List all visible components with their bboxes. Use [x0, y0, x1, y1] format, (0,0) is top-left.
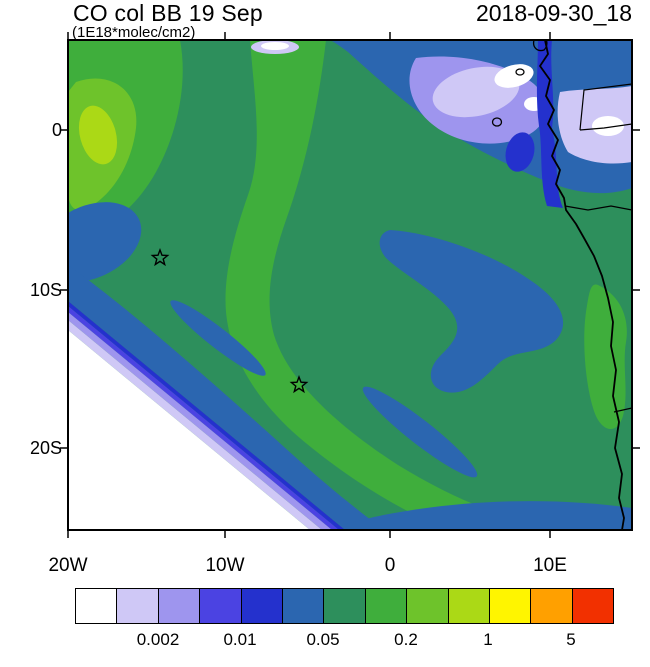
contour-map — [60, 32, 640, 538]
contour-central-blue-hook — [379, 230, 564, 393]
colorbar-label-1: 1 — [483, 630, 493, 649]
contour-fill-layers — [68, 40, 632, 530]
colorbar-swatch — [241, 589, 283, 623]
colorbar-label-5: 5 — [566, 630, 576, 649]
xtick-label-10e: 10E — [533, 555, 567, 576]
island-principe — [515, 68, 525, 76]
border-cameroon-gabon-2 — [579, 123, 632, 131]
colorbar-swatch — [158, 589, 201, 623]
contour-blue-streak-1 — [362, 386, 478, 478]
contour-nw-yellowgreen-core — [78, 105, 118, 165]
colorbar-swatch — [489, 589, 532, 623]
contour-inland-white — [592, 116, 624, 136]
star-marker-1 — [150, 248, 170, 267]
colorbar-label-02: 0.2 — [394, 630, 418, 649]
plot-units-subtitle: (1E18*molec/cm2) — [72, 24, 196, 41]
contour-top-sliver-white — [261, 42, 289, 50]
colorbar-swatch — [282, 589, 325, 623]
star-marker-2 — [289, 375, 309, 394]
colorbar-swatch — [407, 589, 449, 623]
plot-frame — [67, 39, 633, 531]
contour-stripe-blue — [68, 306, 339, 530]
contour-stripe-lavender — [68, 320, 322, 530]
contour-clean-wedge-white — [68, 330, 310, 530]
colorbar-swatch — [365, 589, 408, 623]
colorbar-label-0002: 0.002 — [136, 630, 180, 649]
xtick-label-0: 0 — [384, 555, 396, 576]
contour-sw-blue-band — [68, 265, 384, 530]
xtick-label-20w: 20W — [48, 555, 88, 576]
contour-stripe-royal — [68, 301, 345, 530]
plot-timestamp: 2018-09-30_18 — [475, 0, 632, 26]
colorbar-swatch — [117, 589, 159, 623]
border-congo-angola — [564, 205, 632, 211]
contour-blue-streak-2 — [170, 300, 266, 376]
contour-stripe-periwinkle — [68, 312, 332, 530]
colorbar-swatch — [324, 589, 366, 623]
island-sao-tome — [491, 117, 503, 127]
contour-west-blue-blob — [68, 202, 142, 282]
plot-title: CO col BB 19 Sep — [73, 0, 263, 26]
colorbar-swatch — [200, 589, 242, 623]
colorbar-label-005: 0.05 — [306, 630, 340, 649]
border-cameroon-gabon-1 — [579, 83, 632, 131]
axis-tick-marks — [60, 32, 640, 538]
colorbar-label-001: 0.01 — [223, 630, 257, 649]
xtick-label-10w: 10W — [205, 555, 245, 576]
ytick-label-0: 0 — [51, 120, 62, 140]
ytick-label-20s: 20S — [29, 438, 62, 458]
contour-central-ribbon — [225, 40, 573, 530]
contour-coastal-bright-green — [584, 284, 627, 430]
contour-coast-royal-pocket — [505, 132, 535, 172]
colorbar-swatch — [572, 589, 614, 623]
border-angola-namibia — [613, 407, 632, 413]
coastline — [539, 40, 625, 530]
contour-coast-royal-band — [536, 40, 563, 208]
colorbar-swatch — [448, 589, 490, 623]
colorbar-swatch — [531, 589, 573, 623]
contour-bottom-blue-strip — [310, 501, 632, 530]
ytick-label-10s: 10S — [29, 280, 62, 300]
colorbar — [75, 588, 614, 624]
colorbar-swatch — [76, 589, 118, 623]
